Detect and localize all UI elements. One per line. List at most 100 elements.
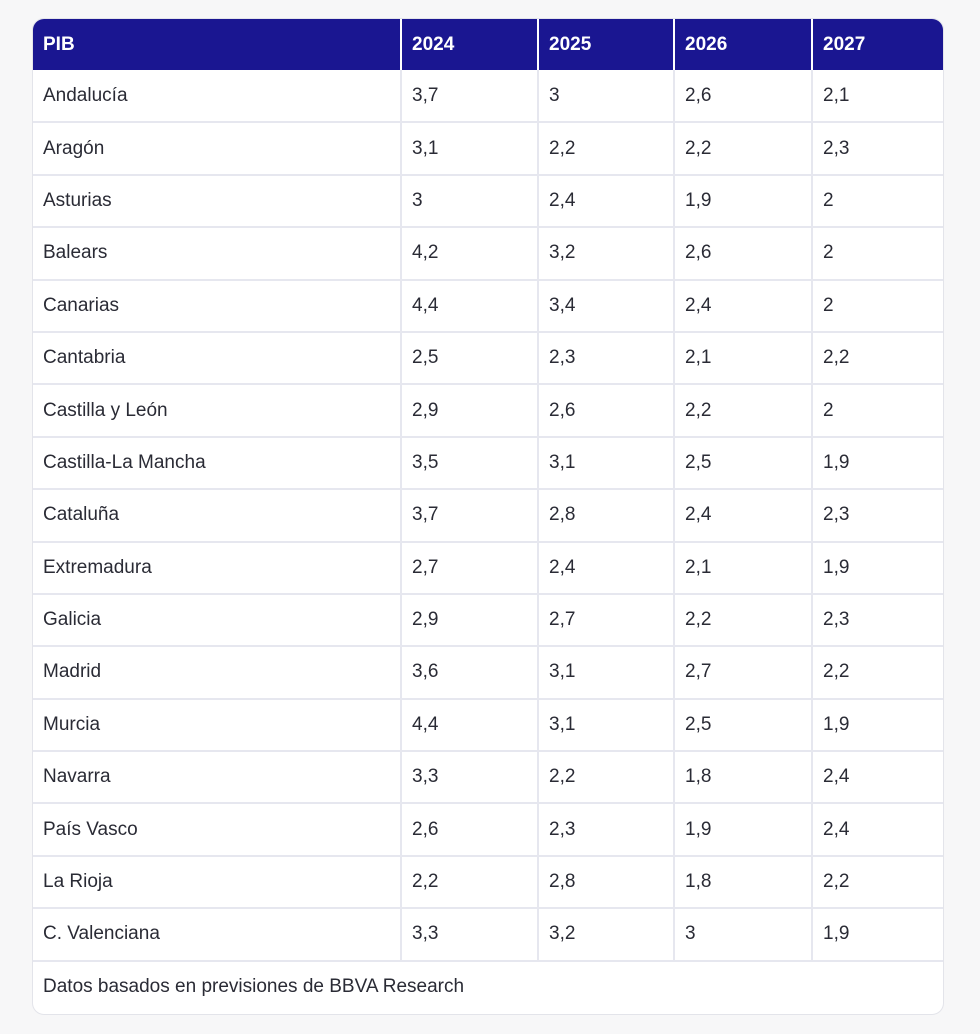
gdp-value-cell: 1,9 [812, 908, 943, 962]
gdp-forecast-table: PIB 2024 2025 2026 2027 Andalucía 3,7 3 2,6 2,1 A… [33, 19, 943, 962]
gdp-value-cell: 3,2 [538, 227, 675, 281]
table-row: Castilla-La Mancha 3,5 3,1 2,5 1,9 [33, 436, 943, 491]
gdp-value-cell: 3,1 [401, 122, 539, 176]
table-row: Navarra 3,3 2,2 1,8 2,4 [33, 751, 943, 805]
gdp-value-cell: 3,5 [401, 436, 539, 491]
gdp-value-cell: 3,1 [538, 436, 675, 491]
region-name-cell: Cataluña [33, 489, 402, 543]
gdp-value-cell: 3 [674, 908, 813, 962]
gdp-value-cell: 2,2 [674, 593, 813, 648]
gdp-value-cell: 2,3 [538, 331, 675, 386]
source-footnote: Datos basados en previsiones de BBVA Res… [43, 975, 465, 997]
gdp-value-cell: 2,2 [812, 646, 943, 700]
gdp-value-cell: 1,9 [674, 174, 813, 229]
table-row: Castilla y León 2,9 2,6 2,2 2 [33, 384, 943, 438]
gdp-value-cell: 2,1 [812, 70, 943, 124]
gdp-value-cell: 2,1 [674, 331, 813, 386]
table-header-row: PIB 2024 2025 2026 2027 [33, 19, 943, 70]
gdp-value-cell: 2 [812, 174, 943, 229]
gdp-value-cell: 2,6 [401, 803, 539, 857]
gdp-value-cell: 2,6 [538, 384, 675, 438]
gdp-value-cell: 2,7 [401, 541, 539, 595]
gdp-value-cell: 2,4 [674, 279, 813, 333]
gdp-value-cell: 4,2 [401, 227, 539, 281]
table-row: Asturias 3 2,4 1,9 2 [33, 174, 943, 229]
region-name-cell: Navarra [33, 751, 402, 805]
gdp-value-cell: 2,5 [674, 698, 813, 753]
gdp-value-cell: 2 [812, 279, 943, 333]
table-row: Cantabria 2,5 2,3 2,1 2,2 [33, 331, 943, 386]
column-header-2026: 2026 [674, 19, 813, 70]
gdp-value-cell: 2,8 [538, 855, 675, 910]
table-row: Andalucía 3,7 3 2,6 2,1 [33, 70, 943, 124]
region-name-cell: Galicia [33, 593, 402, 648]
gdp-value-cell: 3,6 [401, 646, 539, 700]
region-name-cell: Balears [33, 227, 402, 281]
gdp-value-cell: 2,2 [674, 122, 813, 176]
gdp-value-cell: 2,2 [401, 855, 539, 910]
region-name-cell: Extremadura [33, 541, 402, 595]
gdp-value-cell: 2,4 [674, 489, 813, 543]
gdp-value-cell: 2,3 [812, 489, 943, 543]
table-row: C. Valenciana 3,3 3,2 3 1,9 [33, 908, 943, 962]
gdp-value-cell: 1,9 [812, 436, 943, 491]
column-header-2025: 2025 [538, 19, 675, 70]
gdp-value-cell: 2,9 [401, 384, 539, 438]
region-name-cell: C. Valenciana [33, 908, 402, 962]
column-header-2027: 2027 [812, 19, 943, 70]
gdp-value-cell: 2,8 [538, 489, 675, 543]
gdp-value-cell: 2,4 [538, 541, 675, 595]
gdp-value-cell: 2,4 [812, 803, 943, 857]
region-name-cell: Madrid [33, 646, 402, 700]
gdp-value-cell: 2,2 [812, 855, 943, 910]
gdp-value-cell: 1,8 [674, 751, 813, 805]
gdp-value-cell: 2,3 [812, 122, 943, 176]
gdp-value-cell: 3,2 [538, 908, 675, 962]
gdp-value-cell: 3,7 [401, 70, 539, 124]
gdp-value-cell: 3,4 [538, 279, 675, 333]
gdp-value-cell: 4,4 [401, 279, 539, 333]
gdp-value-cell: 4,4 [401, 698, 539, 753]
gdp-value-cell: 2 [812, 227, 943, 281]
table-row: País Vasco 2,6 2,3 1,9 2,4 [33, 803, 943, 857]
region-name-cell: Aragón [33, 122, 402, 176]
gdp-value-cell: 2,7 [538, 593, 675, 648]
table-row: Canarias 4,4 3,4 2,4 2 [33, 279, 943, 333]
gdp-value-cell: 3,7 [401, 489, 539, 543]
region-name-cell: La Rioja [33, 855, 402, 910]
region-name-cell: Canarias [33, 279, 402, 333]
gdp-value-cell: 2,2 [812, 331, 943, 386]
gdp-value-cell: 1,9 [674, 803, 813, 857]
gdp-value-cell: 2,4 [538, 174, 675, 229]
table-row: Extremadura 2,7 2,4 2,1 1,9 [33, 541, 943, 595]
gdp-value-cell: 2,2 [674, 384, 813, 438]
gdp-value-cell: 2,7 [674, 646, 813, 700]
gdp-forecast-table-card: PIB 2024 2025 2026 2027 Andalucía 3,7 3 2,6 2,1 A… [32, 18, 944, 1015]
gdp-value-cell: 2,3 [812, 593, 943, 648]
gdp-value-cell: 3 [538, 70, 675, 124]
gdp-value-cell: 1,9 [812, 541, 943, 595]
region-name-cell: Asturias [33, 174, 402, 229]
gdp-value-cell: 1,9 [812, 698, 943, 753]
region-name-cell: País Vasco [33, 803, 402, 857]
gdp-value-cell: 1,8 [674, 855, 813, 910]
table-row: Cataluña 3,7 2,8 2,4 2,3 [33, 489, 943, 543]
gdp-value-cell: 3,1 [538, 646, 675, 700]
region-name-cell: Andalucía [33, 70, 402, 124]
gdp-value-cell: 2,9 [401, 593, 539, 648]
gdp-value-cell: 2 [812, 384, 943, 438]
gdp-value-cell: 2,2 [538, 122, 675, 176]
table-row: Galicia 2,9 2,7 2,2 2,3 [33, 593, 943, 648]
region-name-cell: Cantabria [33, 331, 402, 386]
table-body: Andalucía 3,7 3 2,6 2,1 Aragón 3,1 2,2 2,2 2,3 Ast… [33, 70, 943, 962]
gdp-value-cell: 2,1 [674, 541, 813, 595]
table-row: Murcia 4,4 3,1 2,5 1,9 [33, 698, 943, 753]
table-row: Balears 4,2 3,2 2,6 2 [33, 227, 943, 281]
gdp-value-cell: 3,3 [401, 908, 539, 962]
table-row: Madrid 3,6 3,1 2,7 2,2 [33, 646, 943, 700]
column-header-2024: 2024 [401, 19, 539, 70]
gdp-value-cell: 2,5 [401, 331, 539, 386]
table-row: La Rioja 2,2 2,8 1,8 2,2 [33, 855, 943, 910]
region-name-cell: Murcia [33, 698, 402, 753]
gdp-value-cell: 2,2 [538, 751, 675, 805]
